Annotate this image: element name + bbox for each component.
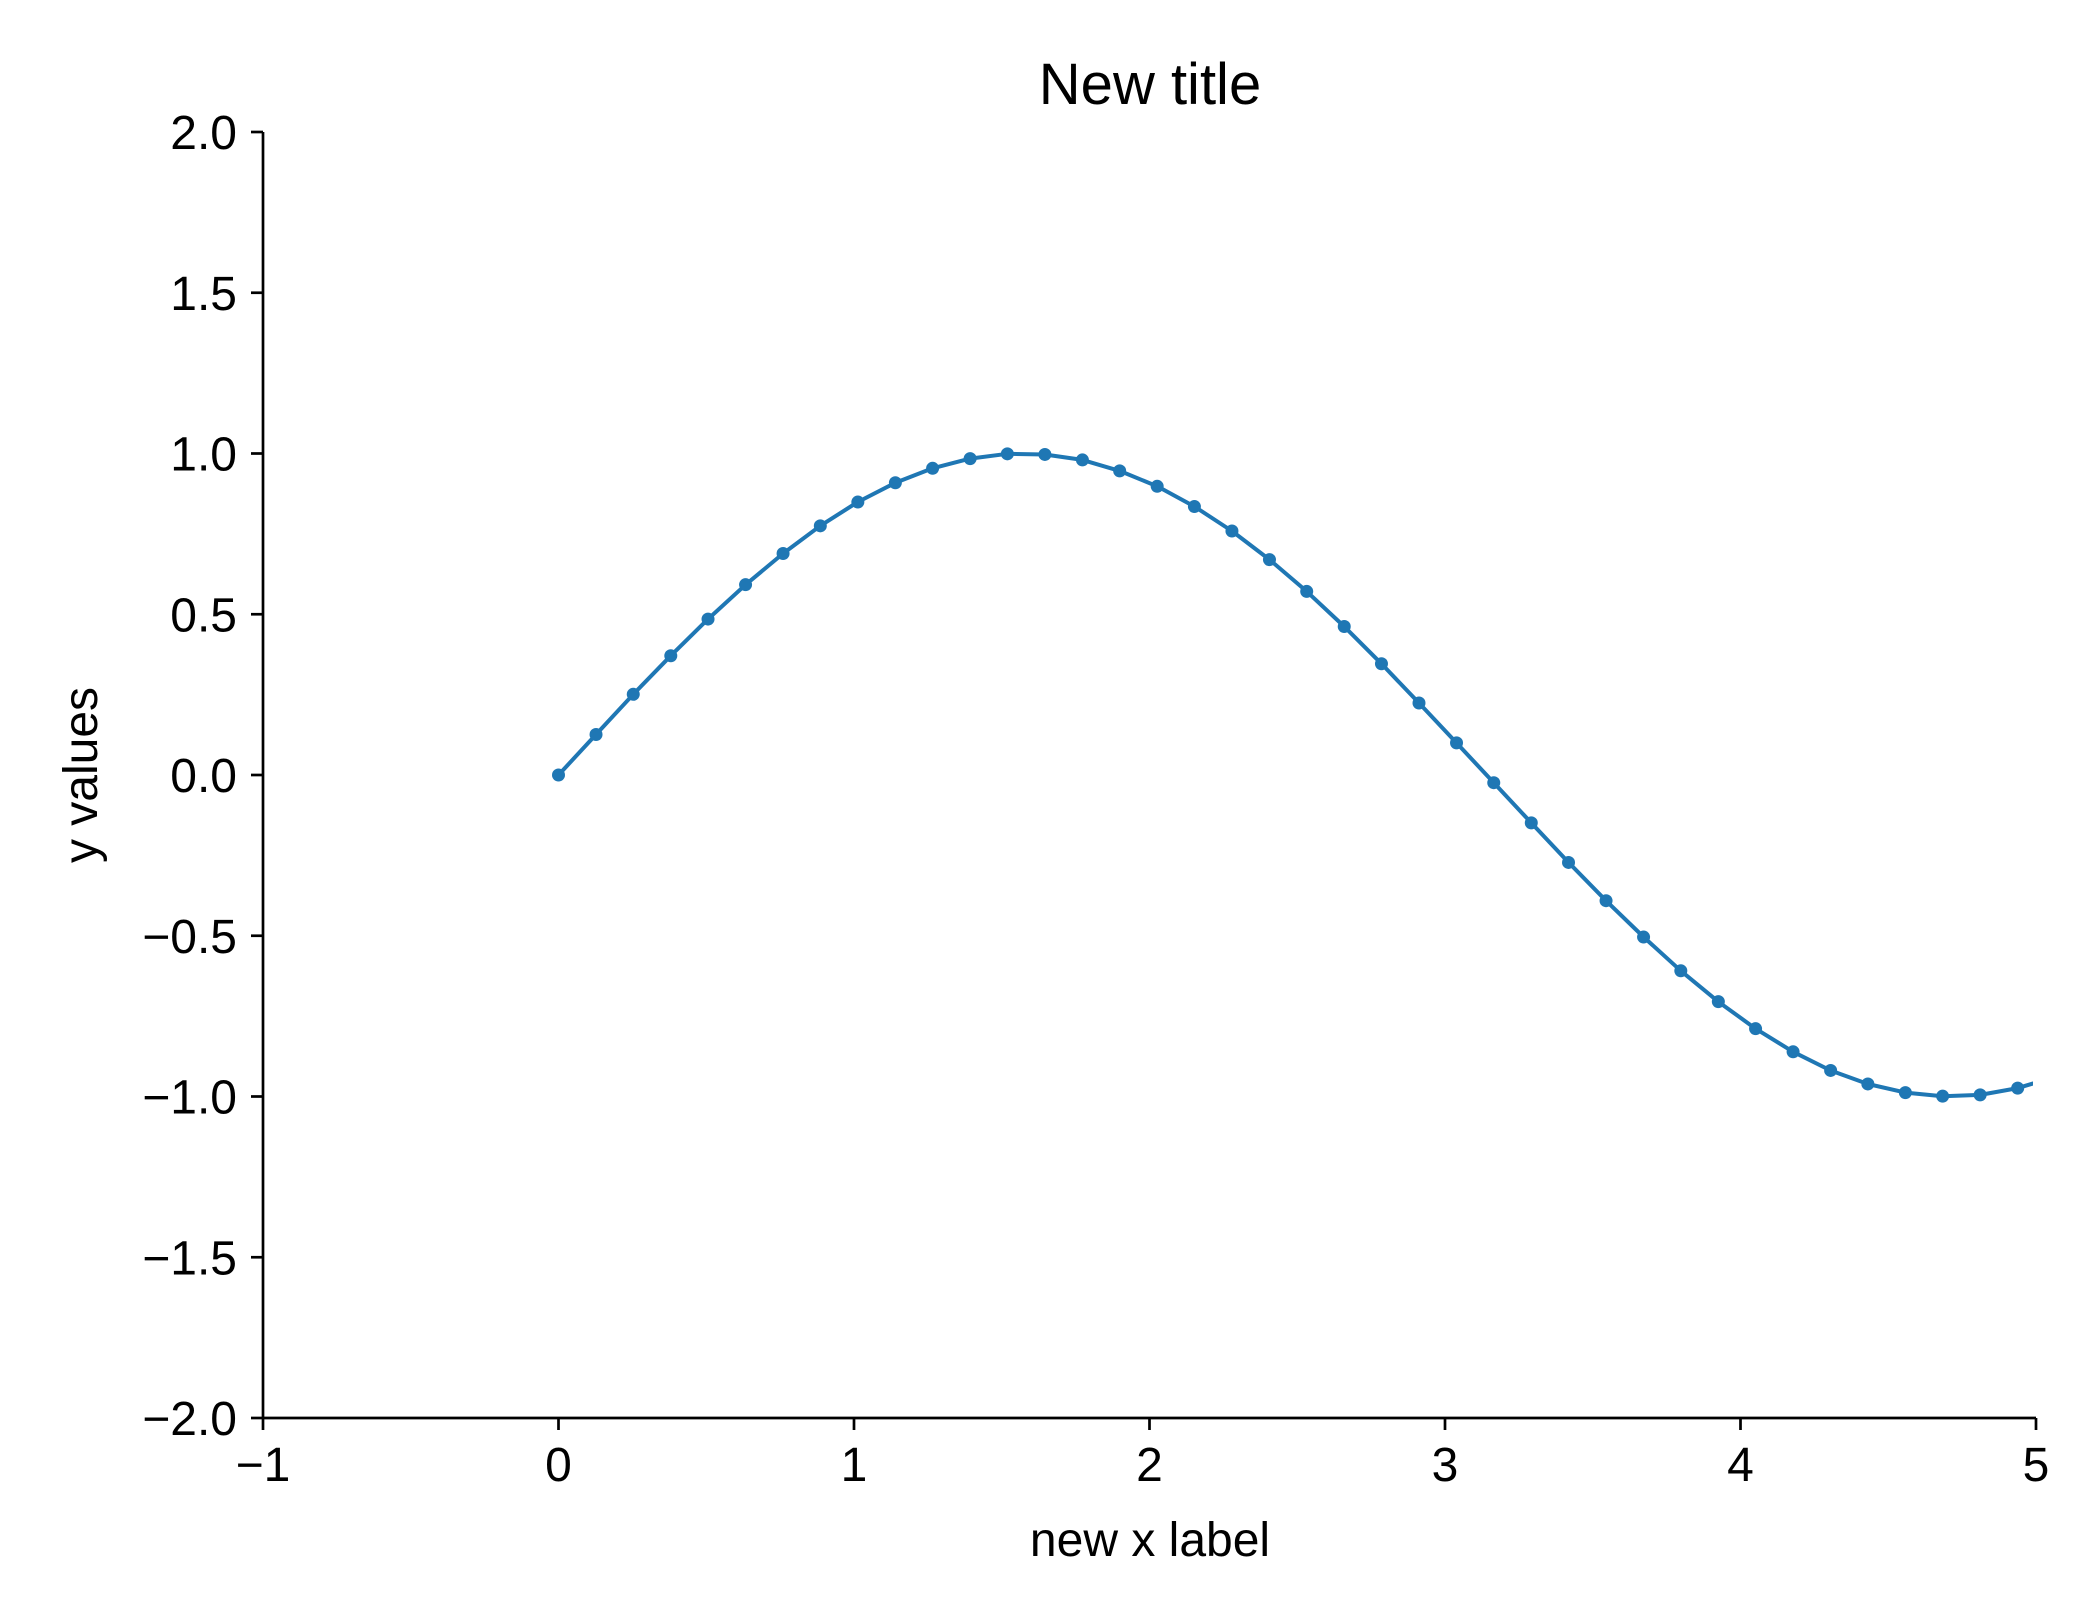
x-ticks: −1 0 1 2 3 4 5	[236, 1418, 2050, 1492]
x-tick-label: 3	[1432, 1439, 1459, 1492]
data-point	[1637, 930, 1651, 944]
y-axis-title: y values	[55, 687, 108, 863]
y-tick-label: 1.5	[170, 268, 237, 321]
data-point	[1038, 447, 1052, 461]
y-tick-label: −2.0	[142, 1393, 237, 1446]
data-point	[1711, 995, 1725, 1009]
data-point	[1524, 816, 1538, 830]
data-point	[1674, 964, 1688, 978]
data-point	[552, 768, 565, 782]
x-tick-label: 4	[1727, 1439, 1754, 1492]
data-point	[851, 495, 865, 509]
data-point	[1337, 619, 1351, 633]
data-point	[1562, 855, 1576, 869]
x-tick-label: −1	[236, 1439, 291, 1492]
y-tick-label: 1.0	[170, 429, 237, 482]
data-point	[739, 578, 753, 592]
data-point	[1374, 657, 1388, 671]
y-tick-label: 0.5	[170, 589, 237, 642]
data-point	[589, 727, 603, 741]
data-point	[813, 519, 827, 533]
axes	[261, 132, 2036, 1420]
data-point	[1749, 1022, 1763, 1036]
data-point	[2011, 1081, 2025, 1095]
y-tick-label: 0.0	[170, 750, 237, 803]
data-point	[1450, 736, 1464, 750]
data-point	[1262, 553, 1276, 567]
data-point	[1973, 1088, 1987, 1102]
data-point	[1861, 1077, 1875, 1091]
data-point	[626, 687, 640, 701]
data-point	[926, 461, 940, 475]
data-point	[701, 612, 715, 626]
data-point	[1412, 696, 1426, 710]
data-point	[1150, 479, 1164, 493]
chart-title: New title	[1039, 52, 1261, 117]
data-point	[1187, 500, 1201, 514]
data-point	[2048, 1070, 2061, 1083]
data-point	[1300, 584, 1314, 598]
data-point	[1936, 1089, 1950, 1103]
data-point	[1075, 453, 1089, 467]
data-point	[1599, 894, 1613, 908]
data-point	[963, 452, 977, 466]
x-tick-label: 5	[2023, 1439, 2050, 1492]
x-tick-label: 1	[841, 1439, 868, 1492]
data-point	[1225, 524, 1239, 538]
data-point	[664, 649, 678, 663]
y-tick-label: −0.5	[142, 911, 237, 964]
data-point	[1113, 464, 1127, 478]
y-ticks: −2.0 −1.5 −1.0 −0.5 0.0 0.5 1.0 1.5 2.0	[142, 107, 263, 1446]
y-tick-label: −1.5	[142, 1232, 237, 1285]
series-layer	[552, 447, 2061, 1103]
x-tick-label: 0	[545, 1439, 572, 1492]
y-tick-label: 2.0	[170, 107, 237, 160]
data-point	[1898, 1086, 1912, 1100]
data-point	[1824, 1063, 1838, 1077]
data-point	[1786, 1045, 1800, 1059]
y-tick-label: −1.0	[142, 1072, 237, 1125]
x-axis-title: new x label	[1030, 1514, 1270, 1567]
data-point	[1487, 776, 1501, 790]
data-point	[1000, 447, 1014, 461]
data-point	[888, 476, 902, 490]
data-point	[776, 546, 790, 560]
x-tick-label: 2	[1136, 1439, 1163, 1492]
